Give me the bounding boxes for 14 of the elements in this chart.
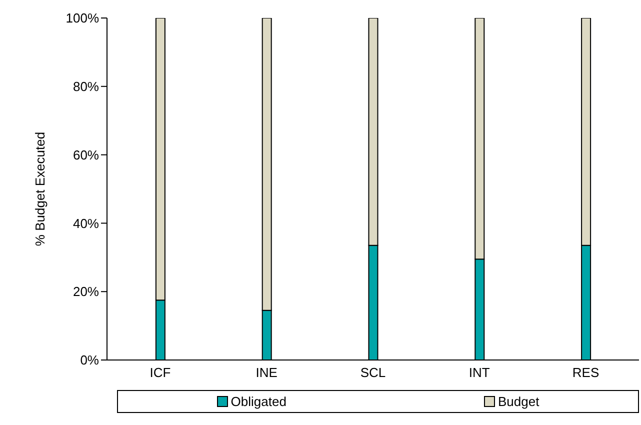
legend-label: Budget [497,394,540,409]
x-tick-label: RES [572,365,600,380]
y-tick-label: 0% [80,352,100,368]
x-tick-label: SCL [360,365,386,380]
x-tick-label: ICF [150,365,171,380]
y-tick-label: 20% [72,284,100,300]
x-tick-label: INE [256,365,278,380]
y-tick-label: 80% [72,79,100,94]
y-tick-label: 60% [72,147,100,162]
y-tick-label: 40% [72,216,100,231]
y-axis-title: % Budget Executed [32,132,48,246]
legend-label: Obligated [230,394,286,409]
x-tick-label: INT [468,365,490,380]
y-tick-label: 100% [66,10,100,26]
